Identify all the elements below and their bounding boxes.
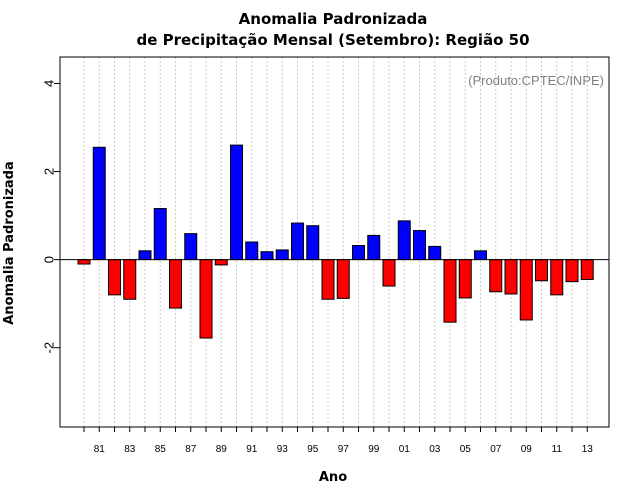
x-tick-label: 85	[155, 444, 167, 455]
x-axis: 81 83 85 87 89 91 93 95 97 99 01 03 05 07 09 11 13	[83, 427, 594, 455]
x-tick-label: 89	[216, 444, 228, 455]
bar-2010	[535, 259, 548, 282]
x-axis-label: Ano	[319, 470, 347, 485]
bar-2002	[413, 230, 426, 261]
bar-2008	[504, 259, 518, 295]
x-tick-label: 13	[582, 444, 594, 455]
y-tick-label: 2	[42, 168, 57, 175]
x-tick-label: 91	[246, 444, 258, 455]
bar-2003	[428, 245, 442, 261]
bar-1982	[108, 259, 121, 296]
bar-1997	[336, 259, 350, 299]
bar-1989	[214, 259, 228, 266]
bar-2013	[580, 259, 594, 280]
bar-2000	[382, 259, 396, 287]
bar-1999	[367, 234, 381, 261]
x-tick-label: 95	[307, 444, 319, 455]
bar-2005	[458, 259, 472, 299]
x-tick-label: 99	[368, 444, 380, 455]
x-tick-label: 83	[124, 444, 136, 455]
x-tick-label: 03	[429, 444, 441, 455]
bar-1981	[92, 146, 106, 261]
y-axis-label: Anomalia Padronizada	[2, 161, 17, 325]
bar-1986	[169, 259, 182, 309]
y-axis: -2 0 2 4	[42, 80, 60, 354]
x-tick-label: 05	[460, 444, 472, 455]
grid-lines	[83, 57, 588, 427]
x-tick-label: 87	[185, 444, 197, 455]
y-tick-label: -2	[42, 342, 57, 354]
bar-2007	[489, 259, 503, 293]
bar-2006	[474, 250, 487, 261]
y-tick-label: 4	[42, 80, 57, 87]
x-tick-label: 81	[94, 444, 106, 455]
x-tick-label: 97	[338, 444, 350, 455]
credit-text: (Produto:CPTEC/INPE)	[468, 73, 604, 88]
y-tick-label: 0	[42, 256, 57, 263]
bar-2012	[565, 259, 579, 283]
bar-2004	[443, 259, 457, 323]
x-tick-label: 93	[277, 444, 289, 455]
bar-1992	[260, 251, 274, 261]
bar-1983	[123, 259, 137, 300]
bar-1984	[138, 250, 152, 261]
chart-title-line1: Anomalia Padronizada	[239, 10, 428, 28]
chart-title-line2: de Precipitação Mensal (Setembro): Regiã…	[136, 31, 529, 49]
bar-1988	[199, 259, 213, 339]
bar-1994	[291, 222, 304, 261]
bar-1998	[352, 245, 365, 261]
x-tick-label: 09	[521, 444, 533, 455]
bar-2001	[397, 220, 411, 261]
bar-1987	[184, 233, 198, 261]
bar-1990	[230, 144, 243, 261]
x-tick-label: 11	[552, 444, 563, 455]
bar-1985	[153, 208, 167, 261]
bar-2011	[550, 259, 564, 296]
bar-1991	[245, 241, 259, 261]
bars	[77, 144, 594, 339]
plot-frame	[59, 56, 610, 428]
bar-1996	[321, 259, 335, 300]
bar-1993	[275, 249, 289, 261]
x-tick-label: 01	[399, 444, 411, 455]
bar-2009	[519, 259, 533, 321]
x-tick-label: 07	[490, 444, 502, 455]
bar-1995	[306, 225, 320, 261]
bar-1980	[77, 259, 91, 265]
